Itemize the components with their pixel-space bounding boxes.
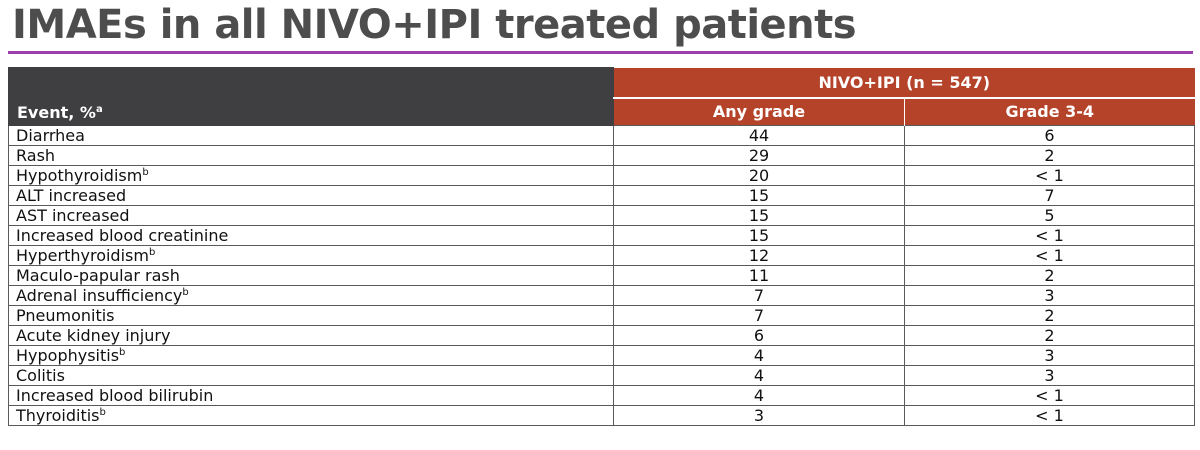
- event-name: Diarrhea: [16, 126, 85, 145]
- event-cell: Increased blood bilirubin: [8, 385, 614, 406]
- event-cell: Thyroiditisb: [8, 405, 614, 426]
- event-cell: Adrenal insufficiencyb: [8, 285, 614, 306]
- page-title: IMAEs in all NIVO+IPI treated patients: [12, 2, 857, 48]
- any-grade-cell: 11: [613, 265, 905, 286]
- table-row: Pneumonitis 7 2: [8, 305, 1195, 326]
- grade-3-4-cell: 3: [904, 365, 1195, 386]
- table-row: Hypophysitisb 4 3: [8, 345, 1195, 366]
- table-row: ALT increased 15 7: [8, 185, 1195, 206]
- any-grade-cell: 15: [613, 205, 905, 226]
- event-cell: Diarrhea: [8, 125, 614, 146]
- table-row: Diarrhea 44 6: [8, 125, 1195, 146]
- grade-3-4-cell: 2: [904, 145, 1195, 166]
- grade-3-4-cell: 3: [904, 285, 1195, 306]
- table-row: Hyperthyroidismb 12 < 1: [8, 245, 1195, 266]
- table-row: Colitis 4 3: [8, 365, 1195, 386]
- grade-3-4-cell: 3: [904, 345, 1195, 366]
- any-grade-cell: 7: [613, 305, 905, 326]
- table-row: Rash 29 2: [8, 145, 1195, 166]
- event-name: ALT increased: [16, 186, 127, 205]
- grade-3-4-cell: < 1: [904, 165, 1195, 186]
- event-cell: Maculo-papular rash: [8, 265, 614, 286]
- event-cell: Rash: [8, 145, 614, 166]
- event-name: Increased blood creatinine: [16, 226, 229, 245]
- event-name: Hypothyroidism: [16, 166, 143, 185]
- grade-3-4-cell: < 1: [904, 225, 1195, 246]
- table-row: Hypothyroidismb 20 < 1: [8, 165, 1195, 186]
- any-grade-cell: 3: [613, 405, 905, 426]
- event-cell: Hypophysitisb: [8, 345, 614, 366]
- event-cell: ALT increased: [8, 185, 614, 206]
- any-grade-cell: 29: [613, 145, 905, 166]
- event-name: Increased blood bilirubin: [16, 386, 214, 405]
- table-body: Diarrhea 44 6 Rash 29 2 Hypothyroidismb 20 < 1 AL…: [8, 125, 1195, 426]
- event-cell: Pneumonitis: [8, 305, 614, 326]
- footnote-mark: b: [99, 407, 106, 418]
- event-header-footnote-mark: a: [95, 104, 103, 115]
- any-grade-cell: 4: [613, 385, 905, 406]
- grade-3-4-cell: < 1: [904, 385, 1195, 406]
- any-grade-cell: 15: [613, 185, 905, 206]
- any-grade-cell: 4: [613, 365, 905, 386]
- any-grade-cell: 7: [613, 285, 905, 306]
- table-row: Maculo-papular rash 11 2: [8, 265, 1195, 286]
- footnote-mark: b: [148, 247, 156, 258]
- grade-3-4-cell: 2: [904, 305, 1195, 326]
- treatment-group-header: NIVO+IPI (n = 547): [613, 67, 1195, 99]
- table-row: Increased blood creatinine 15 < 1: [8, 225, 1195, 246]
- event-name: Maculo-papular rash: [16, 266, 180, 285]
- event-name: Pneumonitis: [16, 306, 115, 325]
- any-grade-cell: 20: [613, 165, 905, 186]
- any-grade-cell: 15: [613, 225, 905, 246]
- footnote-mark: b: [119, 347, 126, 358]
- any-grade-cell: 44: [613, 125, 905, 146]
- event-name: AST increased: [16, 206, 130, 225]
- event-name: Thyroiditis: [16, 406, 100, 425]
- imae-table: Event, %a NIVO+IPI (n = 547) Any grade G…: [8, 67, 1195, 426]
- footnote-mark: b: [142, 167, 149, 178]
- any-grade-cell: 4: [613, 345, 905, 366]
- any-grade-column-header: Any grade: [613, 97, 905, 126]
- grade-3-4-cell: < 1: [904, 245, 1195, 266]
- event-name: Hypophysitis: [16, 346, 120, 365]
- event-cell: Hypothyroidismb: [8, 165, 614, 186]
- event-name: Rash: [16, 146, 56, 165]
- grade-3-4-cell: 6: [904, 125, 1195, 146]
- grade-3-4-cell: 2: [904, 325, 1195, 346]
- event-name: Acute kidney injury: [16, 326, 171, 345]
- event-column-header: Event, %a: [8, 67, 614, 126]
- table-row: Thyroiditisb 3 < 1: [8, 405, 1195, 426]
- table-row: Adrenal insufficiencyb 7 3: [8, 285, 1195, 306]
- event-header-label: Event, %: [17, 103, 96, 122]
- event-name: Hyperthyroidism: [16, 246, 149, 265]
- event-cell: Hyperthyroidismb: [8, 245, 614, 266]
- grade-3-4-cell: 7: [904, 185, 1195, 206]
- table-row: Acute kidney injury 6 2: [8, 325, 1195, 346]
- grade-3-4-column-header: Grade 3-4: [904, 97, 1195, 126]
- event-name: Colitis: [16, 366, 65, 385]
- event-cell: Increased blood creatinine: [8, 225, 614, 246]
- title-underline: [8, 51, 1193, 54]
- grade-3-4-cell: 5: [904, 205, 1195, 226]
- any-grade-cell: 6: [613, 325, 905, 346]
- table-row: Increased blood bilirubin 4 < 1: [8, 385, 1195, 406]
- event-name: Adrenal insufficiency: [16, 286, 183, 305]
- event-cell: Colitis: [8, 365, 614, 386]
- grade-3-4-cell: 2: [904, 265, 1195, 286]
- table-row: AST increased 15 5: [8, 205, 1195, 226]
- any-grade-cell: 12: [613, 245, 905, 266]
- event-cell: AST increased: [8, 205, 614, 226]
- grade-3-4-cell: < 1: [904, 405, 1195, 426]
- event-cell: Acute kidney injury: [8, 325, 614, 346]
- footnote-mark: b: [182, 287, 189, 298]
